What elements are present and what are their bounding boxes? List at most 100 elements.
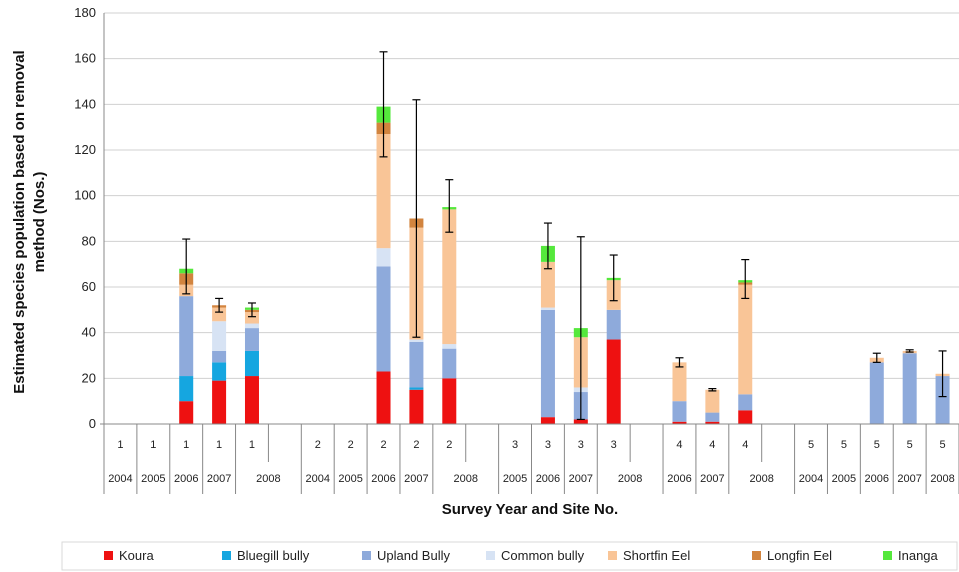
bar-segment [869, 362, 884, 424]
legend-entry: Bluegill bully [237, 548, 310, 563]
year-label: 2006 [865, 473, 889, 485]
bar-segment [244, 350, 259, 377]
year-label: 2008 [618, 473, 642, 485]
bar-segment [935, 376, 950, 424]
year-label: 2005 [503, 473, 527, 485]
error-bars [182, 51, 947, 421]
legend-entry: Upland Bully [377, 548, 450, 563]
bar-segment [244, 328, 259, 351]
site-label: 1 [216, 439, 222, 451]
bar-segment [376, 134, 391, 249]
year-label: 2004 [108, 473, 132, 485]
year-label: 2007 [897, 473, 921, 485]
bar-segment [409, 389, 424, 424]
year-label: 2008 [256, 473, 280, 485]
bar-segment [442, 344, 457, 349]
bar-segment [442, 378, 457, 424]
bar-segment [376, 248, 391, 267]
bar-segment [705, 421, 720, 424]
site-label: 5 [841, 439, 847, 451]
bar-segment [606, 309, 621, 340]
site-label: 5 [874, 439, 880, 451]
y-axis-title-line-2: method (Nos.) [31, 172, 48, 273]
site-label: 5 [939, 439, 945, 451]
legend-swatch [608, 551, 617, 560]
bar-segment [409, 387, 424, 390]
bar-segment [738, 410, 753, 424]
y-tick-label: 20 [82, 370, 96, 385]
year-label: 2006 [536, 473, 560, 485]
year-label: 2007 [700, 473, 724, 485]
legend-swatch [104, 551, 113, 560]
legend-entry: Longfin Eel [767, 548, 832, 563]
legend-entry: Inanga [898, 548, 939, 563]
x-axis-title: Survey Year and Site No. [442, 501, 618, 518]
bar-segment [672, 421, 687, 424]
site-label: 2 [380, 439, 386, 451]
bar-segment [573, 419, 588, 424]
bar-segment [212, 321, 227, 351]
bar-segment [672, 401, 687, 422]
year-label: 2005 [832, 473, 856, 485]
year-label: 2006 [371, 473, 395, 485]
bar-segment [705, 412, 720, 422]
bar-segment [442, 209, 457, 345]
site-label: 1 [183, 439, 189, 451]
bar-segment [705, 389, 720, 413]
bar-segment [540, 261, 555, 308]
bars [179, 106, 950, 424]
site-label: 2 [348, 439, 354, 451]
site-label: 3 [578, 439, 584, 451]
bar-segment [244, 312, 259, 324]
year-label: 2004 [306, 473, 330, 485]
site-label: 4 [676, 439, 682, 451]
site-label: 2 [315, 439, 321, 451]
year-label: 2005 [141, 473, 165, 485]
bar-segment [540, 417, 555, 424]
bar-segment [244, 323, 259, 329]
bar-segment [409, 341, 424, 388]
gridlines [104, 12, 959, 379]
legend-entry: Shortfin Eel [623, 548, 690, 563]
y-tick-label: 120 [74, 142, 96, 157]
site-label: 1 [150, 439, 156, 451]
bar-segment [376, 266, 391, 372]
bar-segment [212, 350, 227, 363]
year-label: 2007 [207, 473, 231, 485]
site-label: 1 [249, 439, 255, 451]
legend-entry: Koura [119, 548, 154, 563]
bar-segment [244, 376, 259, 424]
bar-segment [540, 309, 555, 418]
year-label: 2008 [930, 473, 954, 485]
site-label: 4 [742, 439, 748, 451]
year-label: 2006 [667, 473, 691, 485]
y-tick-label: 160 [74, 51, 96, 66]
bar-segment [376, 371, 391, 424]
site-label: 2 [446, 439, 452, 451]
y-tick-label: 140 [74, 96, 96, 111]
year-label: 2007 [569, 473, 593, 485]
legend-swatch [486, 551, 495, 560]
bar-segment [409, 339, 424, 342]
y-tick-label: 0 [89, 416, 96, 431]
legend-swatch [222, 551, 231, 560]
y-tick-label: 180 [74, 5, 96, 20]
site-label: 3 [545, 439, 551, 451]
year-label: 2008 [453, 473, 477, 485]
bar-segment [606, 339, 621, 424]
bar-segment [442, 348, 457, 379]
year-label: 2008 [749, 473, 773, 485]
legend-swatch [362, 551, 371, 560]
y-tick-label: 100 [74, 188, 96, 203]
axes: 0 20 40 60 80 100 120 140 160 180 [74, 5, 959, 431]
bar-segment [179, 401, 194, 424]
year-label: 2006 [174, 473, 198, 485]
site-label: 5 [907, 439, 913, 451]
y-tick-label: 80 [82, 233, 96, 248]
legend-frame [61, 541, 958, 571]
bar-segment [672, 362, 687, 402]
year-label: 2005 [338, 473, 362, 485]
legend-entry: Common bully [501, 548, 585, 563]
